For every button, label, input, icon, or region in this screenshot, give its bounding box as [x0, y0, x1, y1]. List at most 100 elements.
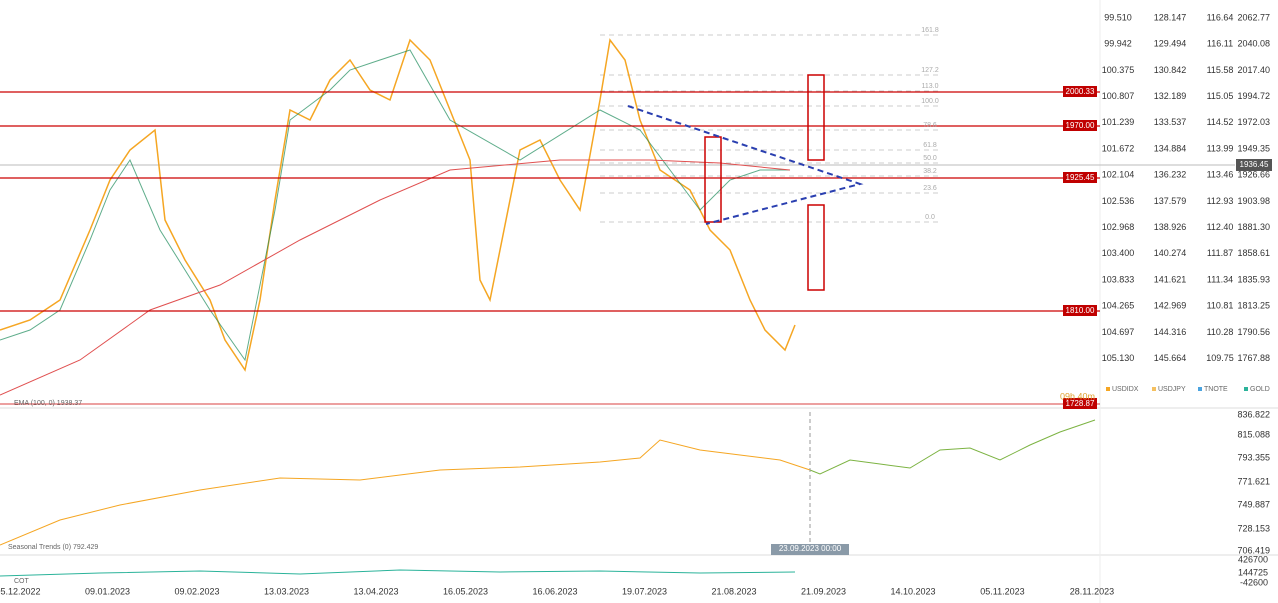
legend-swatch — [1152, 387, 1156, 391]
legend-item: GOLD — [1250, 386, 1270, 393]
legend-swatch — [1244, 387, 1248, 391]
cot-label: COT — [14, 578, 30, 585]
price-axis-label: 134.884 — [1154, 143, 1187, 153]
level-label: 1810.00 — [1066, 306, 1095, 315]
cot-axis-label: -42600 — [1240, 577, 1268, 587]
price-axis-label: 111.87 — [1207, 248, 1233, 258]
date-label: 28.11.2023 — [1070, 586, 1114, 596]
price-axis-label: 1972.03 — [1237, 117, 1270, 127]
price-axis-label: 103.833 — [1102, 274, 1135, 284]
price-axis-label: 105.130 — [1102, 353, 1135, 363]
date-label: 05.11.2023 — [980, 586, 1024, 596]
price-axis-label: 1813.25 — [1237, 301, 1270, 311]
legend-swatch — [1198, 387, 1202, 391]
price-path-alt — [0, 49, 790, 362]
seasonal-path — [0, 439, 811, 546]
seasonal-axis-label: 815.088 — [1237, 429, 1270, 439]
price-axis-label: 102.536 — [1102, 196, 1135, 206]
zones — [704, 74, 825, 291]
fib-label: 38.2 — [923, 168, 937, 175]
price-axis-label: 1903.98 — [1237, 196, 1270, 206]
price-axis-label: 104.697 — [1102, 327, 1135, 337]
date-label: 21.08.2023 — [711, 586, 756, 596]
price-axis-label: 99.510 — [1104, 12, 1132, 22]
date-label: 05.12.2022 — [0, 586, 41, 596]
price-axis-label: 144.316 — [1154, 327, 1187, 337]
level-label: 1728.87 — [1066, 399, 1095, 408]
price-axis-label: 102.968 — [1102, 222, 1135, 232]
seasonal-axis-label: 706.419 — [1237, 545, 1270, 555]
price-axis-label: 116.64 — [1207, 12, 1234, 22]
seasonal-axis-label: 771.621 — [1237, 476, 1270, 486]
cot-axis-label: 144725 — [1238, 567, 1268, 577]
fib-label: 113.0 — [922, 83, 939, 90]
price-axis-label: 2017.40 — [1237, 65, 1270, 75]
triangle — [627, 105, 864, 225]
cot-path — [0, 569, 796, 577]
date-label: 16.05.2023 — [443, 586, 488, 596]
price-axis-label: 142.969 — [1154, 301, 1187, 311]
price-axis-label: 136.232 — [1154, 170, 1187, 180]
level-label: 2000.33 — [1066, 87, 1095, 96]
date-label: 09.02.2023 — [174, 586, 219, 596]
current-price-box — [1236, 159, 1272, 171]
price-axis-label: 109.75 — [1206, 353, 1234, 363]
price-axis-label: 2062.77 — [1237, 12, 1270, 22]
level-label: 1925.45 — [1066, 173, 1095, 182]
price-axis-label: 103.400 — [1102, 248, 1135, 258]
price-axis-label: 115.58 — [1207, 65, 1234, 75]
price-axis-label: 1835.93 — [1237, 274, 1270, 284]
price-axis-label: 1926.66 — [1237, 170, 1270, 180]
fib-label: 61.8 — [923, 142, 937, 149]
price-axis-label: 1949.35 — [1237, 143, 1270, 153]
price-axis-label: 100.807 — [1102, 91, 1135, 101]
crosshair-label: 23.09.2023 00:00 — [779, 544, 842, 553]
price-axis-label: 137.579 — [1154, 196, 1187, 206]
fib-label: 0.0 — [925, 214, 935, 221]
fib-label: 161.8 — [921, 27, 939, 34]
level-lines — [0, 91, 1100, 405]
legend-item: USDJPY — [1158, 386, 1186, 393]
price-axis-label: 145.664 — [1154, 353, 1187, 363]
price-axis-label: 110.81 — [1207, 301, 1234, 311]
date-label: 13.03.2023 — [264, 586, 309, 596]
date-label: 21.09.2023 — [801, 586, 846, 596]
price-axis-label: 141.621 — [1154, 274, 1187, 284]
price-axis-label: 132.189 — [1154, 91, 1187, 101]
ema-line — [0, 159, 791, 396]
seasonal-forecast — [809, 419, 1096, 475]
date-label: 19.07.2023 — [622, 586, 667, 596]
price-axis-label: 130.842 — [1154, 65, 1187, 75]
legend-item: USDIDX — [1112, 386, 1139, 393]
price-axis-label: 140.274 — [1154, 248, 1187, 258]
seasonal-axis-label: 749.887 — [1237, 499, 1270, 509]
date-label: 14.10.2023 — [890, 586, 935, 596]
legend-item: TNOTE — [1204, 386, 1228, 393]
price-axis-label: 112.93 — [1207, 196, 1234, 206]
seasonal-axis-label: 836.822 — [1237, 409, 1270, 419]
price-axis-label: 101.672 — [1102, 143, 1135, 153]
price-axis-label: 138.926 — [1154, 222, 1187, 232]
price-axis-label: 101.239 — [1102, 117, 1135, 127]
seasonal-axis-label: 793.355 — [1237, 452, 1270, 462]
price-axis-label: 112.40 — [1207, 222, 1234, 232]
price-axis-label: 113.99 — [1207, 143, 1234, 153]
level-boxes — [1063, 86, 1097, 409]
price-axis-label: 1767.88 — [1237, 353, 1270, 363]
fib-label: 127.2 — [921, 67, 939, 74]
date-label: 16.06.2023 — [532, 586, 577, 596]
fib-label: 23.6 — [923, 185, 937, 192]
date-label: 09.01.2023 — [85, 586, 130, 596]
price-axis-label: 104.265 — [1102, 301, 1135, 311]
level-label: 1970.00 — [1066, 121, 1095, 130]
date-label: 13.04.2023 — [353, 586, 398, 596]
cot-axis-label: 426700 — [1238, 554, 1268, 564]
price-axis-label: 2040.08 — [1237, 39, 1270, 49]
price-axis-label: 1881.30 — [1237, 222, 1270, 232]
seasonal-label: Seasonal Trends (0) 792.429 — [8, 544, 98, 551]
fib-label: 100.0 — [921, 98, 939, 105]
price-axis-label: 100.375 — [1102, 65, 1135, 75]
price-path — [0, 38, 796, 372]
